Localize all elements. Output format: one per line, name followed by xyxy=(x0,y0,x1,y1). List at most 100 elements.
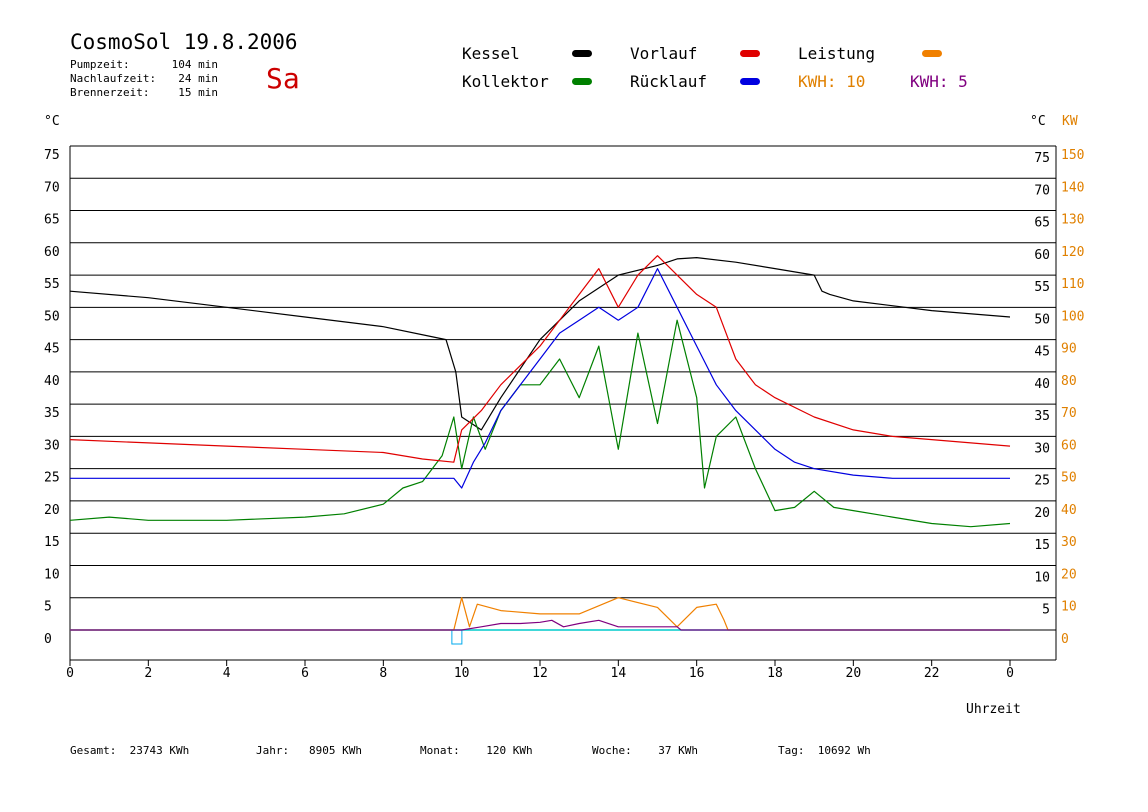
info-value-nachlaufzeit: 24 min xyxy=(178,72,218,85)
y-left-tick-label: 25 xyxy=(44,471,60,486)
y-left-tick-label: 15 xyxy=(44,535,60,550)
chart-title: CosmoSol 19.8.2006 xyxy=(70,30,298,54)
y-right-c-tick-label: 70 xyxy=(1034,183,1050,198)
y-right-kw-tick-label: 40 xyxy=(1061,503,1077,518)
footer-monat: Monat: 120 KWh xyxy=(420,744,533,757)
tick-labels: 0510152025303540455055606570755101520253… xyxy=(44,148,1084,681)
footer-gesamt-label: Gesamt: xyxy=(70,744,117,757)
series-line-kessel xyxy=(69,257,1011,431)
footer-woche-label: Woche: xyxy=(592,744,632,757)
y-right-kw-tick-label: 70 xyxy=(1061,406,1077,421)
series-line-kwh xyxy=(70,619,1010,631)
legend-kessel-label: Kessel xyxy=(462,44,520,63)
y-left-tick-label: 10 xyxy=(44,567,60,582)
info-label-brennerzeit: Brennerzeit: xyxy=(70,86,150,99)
y-left-tick-label: 65 xyxy=(44,213,60,228)
y-left-tick-label: 40 xyxy=(44,374,60,389)
y-right-c-tick-label: 35 xyxy=(1034,409,1050,424)
y-right-c-tick-label: 40 xyxy=(1034,377,1050,392)
legend-kwh2-value: 5 xyxy=(958,72,968,91)
info-value-pumpzeit: 104 min xyxy=(171,58,218,71)
x-tick-label: 14 xyxy=(611,666,627,681)
legend-kwh2: KWH: 5 xyxy=(910,72,968,91)
y-left-tick-label: 0 xyxy=(44,632,52,647)
legend-ruecklauf-label: Rücklauf xyxy=(630,72,708,91)
footer-tag: Tag: 10692 Wh xyxy=(778,744,871,757)
x-tick-label: 0 xyxy=(66,666,74,681)
legend-vorlauf-swatch xyxy=(740,50,760,57)
y-right-kw-tick-label: 60 xyxy=(1061,438,1077,453)
x-tick-label: 20 xyxy=(846,666,862,681)
series-line-vorlauf xyxy=(69,255,1011,463)
legend-kwh1-label: KWH: xyxy=(798,72,837,91)
y-right-kw-tick-label: 80 xyxy=(1061,374,1077,389)
info-label-nachlaufzeit: Nachlaufzeit: xyxy=(70,72,157,85)
x-tick-label: 8 xyxy=(379,666,387,681)
footer-tag-value: 10692 Wh xyxy=(817,744,871,757)
legend-kwh2-label: KWH: xyxy=(910,72,949,91)
legend-leistung-label: Leistung xyxy=(798,44,876,63)
y-right-c-tick-label: 55 xyxy=(1034,280,1050,295)
x-tick-label: 18 xyxy=(767,666,783,681)
y-right-kw-tick-label: 20 xyxy=(1061,567,1077,582)
y-left-tick-label: 55 xyxy=(44,277,60,292)
y-right-kw-tick-label: 140 xyxy=(1061,180,1084,195)
x-tick-label: 0 xyxy=(1006,666,1014,681)
series-group xyxy=(69,255,1011,631)
right-axis-unit-kw: KW xyxy=(1062,114,1078,129)
footer-gesamt: Gesamt: 23743 KWh xyxy=(70,744,189,757)
y-left-tick-label: 50 xyxy=(44,309,60,324)
footer-woche-value: 37 KWh xyxy=(658,744,698,757)
series-line-leistung xyxy=(70,597,1010,631)
footer-woche: Woche: 37 KWh xyxy=(592,744,698,757)
burner-marker xyxy=(451,629,463,645)
right-axis-unit-c: °C xyxy=(1030,114,1046,129)
y-right-kw-tick-label: 90 xyxy=(1061,342,1077,357)
y-left-tick-label: 35 xyxy=(44,406,60,421)
x-tick-label: 16 xyxy=(689,666,705,681)
y-right-kw-tick-label: 10 xyxy=(1061,600,1077,615)
legend-kwh1: KWH: 10 xyxy=(798,72,865,91)
series-line-ruecklauf xyxy=(70,268,1010,489)
left-axis-unit: °C xyxy=(44,114,60,129)
info-label-pumpzeit: Pumpzeit: xyxy=(70,58,130,71)
y-left-tick-label: 30 xyxy=(44,438,60,453)
footer-monat-value: 120 KWh xyxy=(486,744,533,757)
y-right-c-tick-label: 65 xyxy=(1034,216,1050,231)
x-tick-label: 12 xyxy=(532,666,548,681)
series-line-kollektor xyxy=(69,319,1011,528)
legend-kessel-swatch xyxy=(572,50,592,57)
y-right-c-tick-label: 60 xyxy=(1034,248,1050,263)
footer-monat-label: Monat: xyxy=(420,744,460,757)
legend-ruecklauf-swatch xyxy=(740,78,760,85)
y-right-c-tick-label: 30 xyxy=(1034,441,1050,456)
y-left-tick-label: 60 xyxy=(44,245,60,260)
y-right-c-tick-label: 15 xyxy=(1034,538,1050,553)
x-axis-label: Uhrzeit xyxy=(966,702,1021,717)
weekday-label: Sa xyxy=(266,62,300,95)
y-right-kw-tick-label: 120 xyxy=(1061,245,1084,260)
y-right-kw-tick-label: 100 xyxy=(1061,309,1084,324)
y-right-kw-tick-label: 150 xyxy=(1061,148,1084,163)
y-left-tick-label: 20 xyxy=(44,503,60,518)
y-right-c-tick-label: 75 xyxy=(1034,151,1050,166)
footer-jahr: Jahr: 8905 KWh xyxy=(256,744,362,757)
legend-kollektor-swatch xyxy=(572,78,592,85)
y-right-c-tick-label: 5 xyxy=(1042,603,1050,618)
y-right-kw-tick-label: 0 xyxy=(1061,632,1069,647)
grid-lines xyxy=(70,145,1056,599)
y-left-tick-label: 45 xyxy=(44,342,60,357)
axes xyxy=(69,146,1057,666)
y-right-kw-tick-label: 110 xyxy=(1061,277,1084,292)
y-right-kw-tick-label: 50 xyxy=(1061,471,1077,486)
legend-leistung-swatch xyxy=(922,50,942,57)
x-tick-label: 6 xyxy=(301,666,309,681)
y-right-c-tick-label: 20 xyxy=(1034,506,1050,521)
info-value-brennerzeit: 15 min xyxy=(178,86,218,99)
x-tick-label: 10 xyxy=(454,666,470,681)
y-right-c-tick-label: 45 xyxy=(1034,345,1050,360)
y-left-tick-label: 5 xyxy=(44,600,52,615)
legend-kwh1-value: 10 xyxy=(846,72,866,91)
x-tick-label: 4 xyxy=(223,666,231,681)
